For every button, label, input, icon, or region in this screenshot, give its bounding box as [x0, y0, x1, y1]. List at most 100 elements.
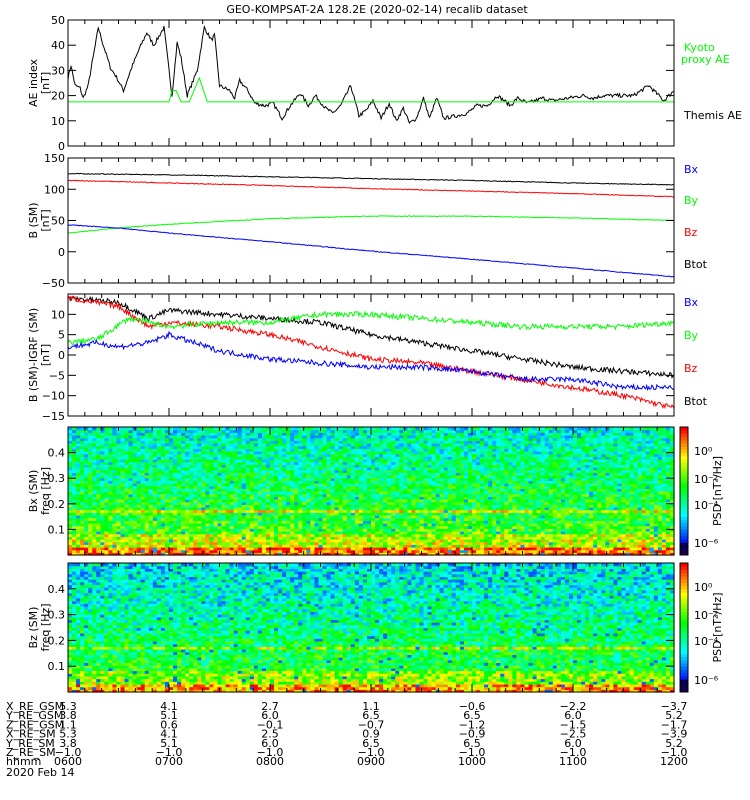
- spectrogram-cell: [68, 448, 73, 452]
- spectrogram-cell: [278, 509, 283, 513]
- spectrogram-cell: [399, 475, 404, 479]
- spectrogram-cell: [375, 493, 380, 497]
- spectrogram-cell: [156, 467, 162, 471]
- spectrogram-cell: [209, 429, 215, 433]
- spectrogram-cell: [455, 509, 461, 513]
- spectrogram-cell: [100, 432, 105, 436]
- spectrogram-cell: [419, 456, 425, 460]
- spectrogram-cell: [112, 493, 118, 497]
- spectrogram-cell: [399, 488, 404, 492]
- spectrogram-cell: [213, 448, 219, 452]
- spectrogram-cell: [245, 443, 251, 447]
- spectrogram-cell: [88, 443, 93, 447]
- spectrogram-cell: [371, 480, 376, 484]
- spectrogram-cell: [148, 483, 154, 487]
- spectrogram-cell: [342, 491, 348, 495]
- spectrogram-cell: [169, 488, 174, 492]
- spectrogram-cell: [177, 475, 182, 479]
- spectrogram-cell: [459, 485, 465, 489]
- spectrogram-cell: [379, 459, 384, 463]
- spectrogram-cell: [249, 520, 255, 524]
- spectrogram-cell: [177, 477, 182, 481]
- spectrogram-cell: [411, 507, 417, 511]
- spectrogram-cell: [362, 443, 368, 447]
- spectrogram-cell: [354, 509, 360, 513]
- spectrogram-cell: [439, 440, 445, 444]
- spectrogram-cell: [197, 517, 202, 521]
- spectrogram-cell: [346, 427, 352, 431]
- spectrogram-cell: [92, 517, 97, 521]
- spectrogram-cell: [245, 472, 251, 476]
- spectrogram-cell: [265, 512, 271, 516]
- spectrogram-cell: [342, 493, 348, 497]
- spectrogram-cell: [221, 429, 227, 433]
- spectrogram-cell: [366, 528, 372, 532]
- spectrogram-cell: [72, 533, 77, 537]
- spectrogram-cell: [164, 480, 170, 484]
- spectrogram-cell: [407, 477, 412, 481]
- spectrogram-cell: [108, 440, 114, 444]
- spectrogram-cell: [342, 445, 348, 449]
- spectrogram-cell: [164, 477, 170, 481]
- spectrogram-cell: [294, 547, 299, 551]
- spectrogram-cell: [160, 429, 166, 433]
- spectrogram-cell: [245, 440, 251, 444]
- spectrogram-cell: [306, 547, 311, 551]
- spectrogram-cell: [310, 480, 316, 484]
- spectrogram-cell: [395, 467, 400, 471]
- spectrogram-cell: [278, 477, 283, 481]
- spectrogram-cell: [128, 528, 134, 532]
- spectrogram-cell: [189, 488, 194, 492]
- spectrogram-cell: [431, 451, 437, 455]
- spectrogram-cell: [290, 512, 295, 516]
- spectrogram-cell: [152, 525, 158, 529]
- spectrogram-cell: [229, 475, 235, 479]
- spectrogram-cell: [237, 443, 243, 447]
- spectrogram-cell: [136, 451, 142, 455]
- spectrogram-cell: [346, 435, 352, 439]
- spectrogram-cell: [451, 485, 457, 489]
- spectrogram-cell: [169, 451, 174, 455]
- spectrogram-cell: [156, 536, 162, 540]
- spectrogram-cell: [407, 464, 412, 468]
- spectrogram-cell: [298, 523, 303, 527]
- spectrogram-cell: [350, 461, 356, 465]
- spectrogram-cell: [249, 440, 255, 444]
- spectrogram-cell: [177, 461, 182, 465]
- spectrogram-cell: [294, 477, 299, 481]
- spectrogram-cell: [144, 461, 150, 465]
- spectrogram-cell: [342, 459, 348, 463]
- spectrogram-cell: [350, 445, 356, 449]
- spectrogram-cell: [136, 429, 142, 433]
- spectrogram-cell: [68, 429, 73, 433]
- spectrogram-cell: [80, 528, 85, 532]
- spectrogram-cell: [358, 483, 364, 487]
- spectrogram-cell: [419, 533, 425, 537]
- spectrogram-cell: [342, 456, 348, 460]
- spectrogram-cell: [128, 520, 134, 524]
- spectrogram-cell: [140, 544, 146, 548]
- spectrogram-cell: [265, 544, 271, 548]
- spectrogram-cell: [189, 472, 194, 476]
- spectrogram-cell: [427, 552, 433, 556]
- spectrogram-cell: [427, 448, 433, 452]
- spectrogram-cell: [403, 539, 408, 543]
- spectrogram-cell: [265, 456, 271, 460]
- spectrogram-cell: [156, 509, 162, 513]
- legend-label: Bx: [684, 296, 699, 309]
- spectrogram-cell: [144, 493, 150, 497]
- spectrogram-cell: [189, 499, 194, 503]
- spectrogram-cell: [164, 531, 170, 535]
- spectrogram-cell: [128, 525, 134, 529]
- spectrogram-cell: [205, 483, 210, 487]
- spectrogram-cell: [233, 472, 239, 476]
- spectrogram-cell: [124, 547, 130, 551]
- spectrogram-cell: [257, 472, 263, 476]
- spectrogram-cell: [423, 437, 429, 441]
- spectrogram-cell: [156, 517, 162, 521]
- spectrogram-cell: [152, 456, 158, 460]
- spectrogram-cell: [338, 440, 344, 444]
- spectrogram-cell: [76, 539, 81, 543]
- spectrogram-cell: [447, 552, 453, 556]
